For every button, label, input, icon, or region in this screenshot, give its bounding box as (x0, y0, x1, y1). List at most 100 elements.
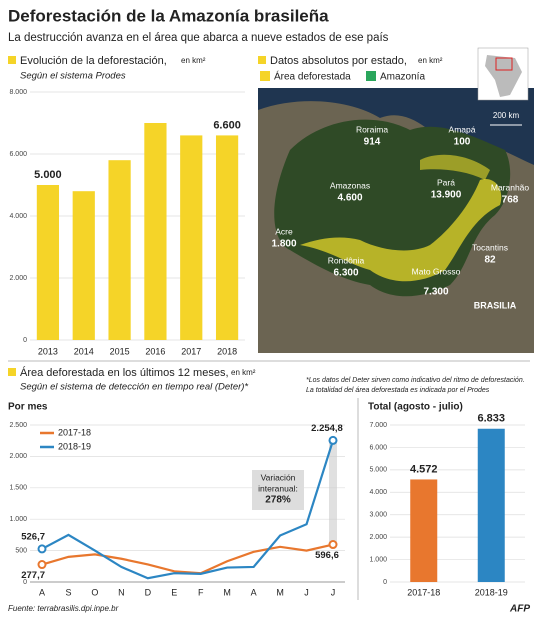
bar (108, 160, 131, 340)
value-label: 2.254,8 (311, 423, 343, 434)
section2-title: Área deforestada en los últimos 12 meses… (20, 366, 229, 379)
x-tick-label: 2018 (217, 346, 237, 356)
y-tick-label: 2.000 (9, 453, 27, 460)
inset-continent (485, 55, 522, 97)
map-title: Datos absolutos por estado, (270, 55, 407, 67)
chart1-subtitle: Según el sistema Prodes (20, 71, 126, 82)
annotation: 278% (265, 495, 291, 506)
state-name: Tocantins (472, 242, 508, 252)
section2-subtitle: Según el sistema de detección en tiempo … (20, 382, 248, 393)
y-tick-label: 500 (15, 547, 27, 554)
state-name: Acre (275, 226, 293, 236)
annotation: interanual: (258, 483, 298, 493)
map-unit: en km² (418, 56, 443, 65)
state-name: Maranhão (491, 182, 530, 192)
note: La totalidad del área deforestada es ind… (306, 387, 490, 394)
ocean (258, 88, 534, 165)
y-tick-label: 5.000 (369, 467, 387, 474)
state-name: Rondônia (328, 255, 365, 265)
y-tick-label: 8.000 (9, 89, 27, 96)
legend-label: Área deforestada (274, 70, 351, 83)
value-label: 6.833 (477, 413, 505, 425)
y-tick-label: 4.000 (369, 489, 387, 496)
state-value: 7.300 (423, 287, 448, 298)
capital-label: BRASILIA (474, 300, 517, 310)
state-value: 13.900 (431, 190, 462, 201)
x-tick-label: 2018-19 (475, 587, 508, 597)
x-tick-label: 2017 (181, 346, 201, 356)
x-tick-label: D (145, 587, 152, 597)
deforested-area (420, 154, 490, 180)
state-name: Pará (437, 177, 455, 187)
x-tick-label: N (118, 587, 125, 597)
section2-unit: en km² (231, 368, 256, 377)
value-label: 596,6 (315, 550, 339, 561)
chart1-unit: en km² (181, 56, 206, 65)
x-tick-label: J (304, 587, 309, 597)
point-marker (37, 560, 47, 570)
annotation-box (252, 470, 304, 510)
state-value: 1.800 (271, 239, 296, 250)
x-tick-label: 2015 (110, 346, 130, 356)
bar (180, 135, 203, 340)
value-label: 4.572 (410, 463, 438, 475)
chart2-title: Por mes (8, 402, 48, 413)
state-value: 768 (502, 195, 519, 206)
bar (477, 428, 505, 582)
deforested-area (300, 179, 502, 282)
y-tick-label: 1.000 (369, 556, 387, 563)
note: *Los datos del Deter sirven como indicat… (306, 377, 525, 384)
source: Fuente: terrabrasilis.dpi.inpe.br (8, 604, 119, 613)
y-tick-label: 0 (383, 579, 387, 586)
subtitle: La destrucción avanza en el área que aba… (8, 32, 389, 44)
chart1-title: Evolución de la deforestación, (20, 55, 167, 67)
x-tick-label: M (223, 587, 231, 597)
state-value: 914 (364, 137, 381, 148)
value-label: 6.600 (213, 119, 241, 131)
point-marker (37, 544, 47, 554)
legend-label: 2017-18 (58, 427, 91, 437)
bullet (8, 368, 16, 376)
legend-label: Amazonía (380, 72, 425, 83)
y-tick-label: 3.000 (369, 512, 387, 519)
x-tick-label: 2014 (74, 346, 94, 356)
series-line (41, 440, 335, 580)
logo: AFP (509, 604, 530, 615)
value-label: 5.000 (34, 169, 62, 181)
y-tick-label: 2.500 (9, 422, 27, 429)
state-value: 6.300 (333, 268, 358, 279)
x-tick-label: O (91, 587, 98, 597)
bullet (258, 56, 266, 64)
title: Deforestación de la Amazonía brasileña (8, 6, 329, 25)
x-tick-label: 2017-18 (407, 587, 440, 597)
y-tick-label: 2.000 (369, 534, 387, 541)
state-name: Amazonas (330, 180, 370, 190)
annotation: Variación (261, 472, 296, 482)
state-value: 82 (484, 255, 496, 266)
y-tick-label: 7.000 (369, 422, 387, 429)
y-tick-label: 0 (23, 579, 27, 586)
scale-label: 200 km (493, 111, 520, 120)
legend-swatch (260, 71, 270, 81)
series-line (41, 543, 334, 575)
bar (36, 185, 60, 340)
y-tick-label: 0 (23, 337, 27, 344)
x-tick-label: J (331, 587, 336, 597)
y-tick-label: 4.000 (9, 213, 27, 220)
legend-label: 2018-19 (58, 441, 91, 451)
point-marker (328, 540, 338, 550)
bar (410, 479, 438, 582)
x-tick-label: 2016 (145, 346, 165, 356)
state-name: Roraima (356, 124, 388, 134)
bar (144, 123, 167, 340)
legend-swatch (366, 71, 376, 81)
bullet (8, 56, 16, 64)
x-tick-label: F (198, 587, 204, 597)
variation-band (329, 440, 337, 545)
state-name: Mato Grosso (412, 266, 461, 276)
point-marker (328, 435, 338, 445)
y-tick-label: 1.000 (9, 516, 27, 523)
chart3-title: Total (agosto - julio) (368, 402, 463, 413)
y-tick-label: 6.000 (9, 151, 27, 158)
